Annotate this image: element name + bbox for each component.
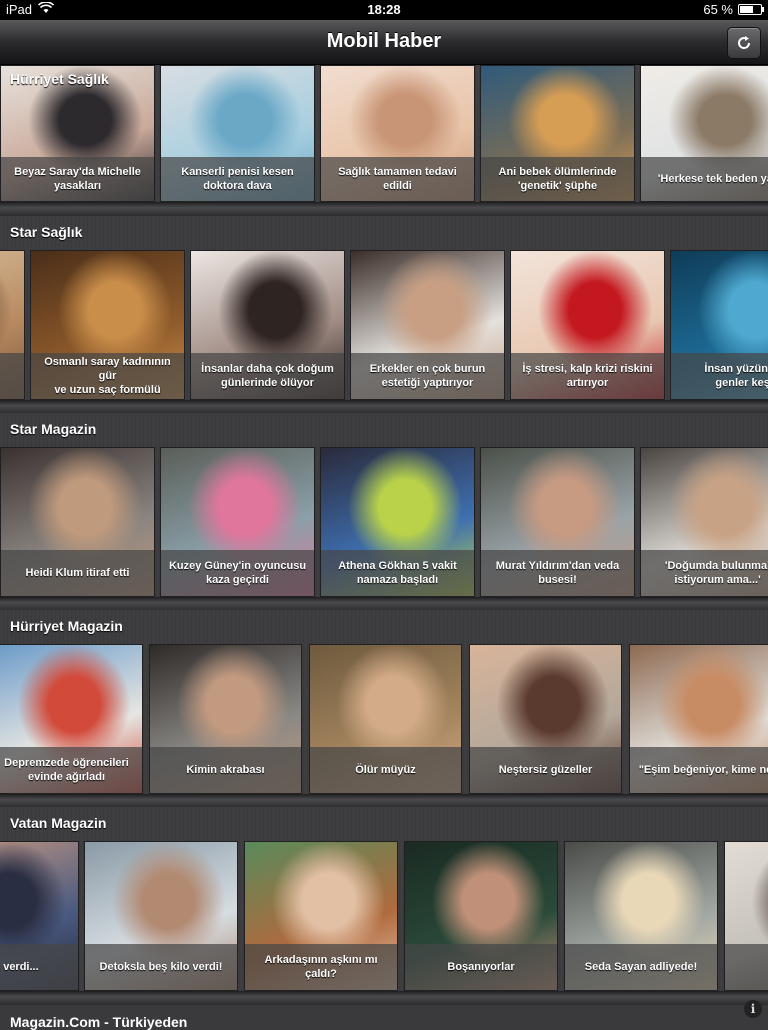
battery-icon: [738, 4, 764, 15]
news-headline: Beyaz Saray'da Michelle yasakları: [1, 157, 154, 201]
news-card[interactable]: Depremzede öğrencileri evinde ağırladı: [0, 644, 143, 794]
news-headline: Neştersiz güzeller: [470, 747, 621, 793]
news-card[interactable]: İş stresi, kalp krizi riskini artırıyor: [510, 250, 665, 400]
news-card[interactable]: 'Herkese tek beden yar: [640, 65, 768, 202]
news-card[interactable]: Murat Yıldırım'dan veda busesi!: [480, 447, 635, 597]
news-headline: Ani bebek ölümlerinde 'genetik' şüphe: [481, 157, 634, 201]
section-divider: [0, 202, 768, 216]
news-card[interactable]: Kanserli penisi kesen doktora dava: [160, 65, 315, 202]
section-title: Star Sağlık: [10, 224, 83, 240]
news-section: Vatan Magazin de poz verdi...Detoksla beş…: [0, 807, 768, 1004]
news-headline: Depremzede öğrencileri evinde ağırladı: [0, 747, 142, 793]
news-section: Star Magazin Heidi Klum itiraf etti Kuzey …: [0, 413, 768, 610]
news-card[interactable]: Beyaz Saray'da Michelle yasakları: [0, 65, 155, 202]
news-card[interactable]: Neştersiz güzeller: [469, 644, 622, 794]
news-card[interactable]: Kimin akrabası: [149, 644, 302, 794]
news-carousel[interactable]: de poz verdi...Detoksla beş kilo verdi!A…: [0, 841, 768, 991]
news-carousel[interactable]: Heidi Klum itiraf etti Kuzey Güney'in oyu…: [0, 447, 768, 597]
news-headline: Seda Sayan adliyede!: [565, 944, 717, 990]
refresh-icon: [738, 36, 751, 49]
news-card[interactable]: Osmanlı saray kadınının gür ve uzun saç …: [30, 250, 185, 400]
news-card[interactable]: tü!: [0, 250, 25, 400]
news-card[interactable]: Kuzey Güney'in oyuncusu kaza geçirdi: [160, 447, 315, 597]
news-card[interactable]: Boşanıyorlar: [404, 841, 558, 991]
section-divider: [0, 400, 768, 414]
device-label: iPad: [6, 2, 33, 17]
battery-percent: 65 %: [703, 2, 733, 17]
news-card[interactable]: Bebe: [724, 841, 768, 991]
news-card[interactable]: Seda Sayan adliyede!: [564, 841, 718, 991]
section-title-partial: Magazin.Com - Türkiyeden: [10, 1014, 188, 1030]
news-card[interactable]: "Eşim beğeniyor, kime ne: [629, 644, 768, 794]
refresh-button[interactable]: [727, 27, 761, 59]
news-section: Star Sağlık tü! Osmanlı saray kadınının gü…: [0, 216, 768, 413]
news-card[interactable]: İnsan yüzünü be genler keşfe: [670, 250, 768, 400]
news-card[interactable]: 'Doğumda bulunmal istiyorum ama...': [640, 447, 768, 597]
news-headline: Murat Yıldırım'dan veda busesi!: [481, 550, 634, 596]
news-headline: Kanserli penisi kesen doktora dava: [161, 157, 314, 201]
news-headline: Boşanıyorlar: [405, 944, 557, 990]
news-headline: 'Herkese tek beden yar: [641, 157, 768, 201]
news-card[interactable]: Detoksla beş kilo verdi!: [84, 841, 238, 991]
section-title: Star Magazin: [10, 421, 97, 437]
section-title: Hürriyet Sağlık: [10, 71, 109, 87]
news-card[interactable]: de poz verdi...: [0, 841, 79, 991]
news-headline: "Eşim beğeniyor, kime ne: [630, 747, 768, 793]
news-headline: Bebe: [725, 944, 768, 990]
news-card[interactable]: Athena Gökhan 5 vakit namaza başladı: [320, 447, 475, 597]
status-time: 18:28: [367, 2, 401, 17]
news-headline: Detoksla beş kilo verdi!: [85, 944, 237, 990]
news-headline: Arkadaşının aşkını mı çaldı?: [245, 944, 397, 990]
news-headline: Sağlık tamamen tedavi edildi: [321, 157, 474, 201]
status-bar: iPad 18:28 65 %: [0, 0, 768, 20]
news-headline: 'Doğumda bulunmal istiyorum ama...': [641, 550, 768, 596]
news-headline: Heidi Klum itiraf etti: [1, 550, 154, 596]
news-headline: İş stresi, kalp krizi riskini artırıyor: [511, 353, 664, 399]
news-section: Hürriyet Magazin Depremzede öğrencileri e…: [0, 610, 768, 807]
app-title: Mobil Haber: [326, 30, 442, 52]
news-headline: de poz verdi...: [0, 944, 78, 990]
news-card[interactable]: Erkekler en çok burun estetiği yaptırıyo…: [350, 250, 505, 400]
navigation-bar: Mobil Haber: [0, 20, 768, 65]
section-divider: [0, 794, 768, 808]
news-headline: tü!: [0, 353, 24, 399]
news-headline: İnsanlar daha çok doğum günlerinde ölüyo…: [191, 353, 344, 399]
info-icon[interactable]: i: [744, 1000, 762, 1018]
news-headline: Kuzey Güney'in oyuncusu kaza geçirdi: [161, 550, 314, 596]
section-title: Vatan Magazin: [10, 815, 107, 831]
news-card[interactable]: İnsanlar daha çok doğum günlerinde ölüyo…: [190, 250, 345, 400]
section-divider: [0, 597, 768, 611]
news-carousel[interactable]: tü! Osmanlı saray kadınının gür ve uzun s…: [0, 250, 768, 400]
news-card[interactable]: Sağlık tamamen tedavi edildi: [320, 65, 475, 202]
battery-fill: [740, 6, 753, 13]
news-card[interactable]: Arkadaşının aşkını mı çaldı?: [244, 841, 398, 991]
section-title: Hürriyet Magazin: [10, 618, 123, 634]
news-headline: Osmanlı saray kadınının gür ve uzun saç …: [31, 353, 184, 399]
news-carousel[interactable]: Beyaz Saray'da Michelle yasakları Kanserl…: [0, 65, 768, 202]
news-card[interactable]: Ölür müyüz: [309, 644, 462, 794]
news-card[interactable]: Heidi Klum itiraf etti: [0, 447, 155, 597]
wifi-icon: [37, 1, 55, 17]
news-headline: Erkekler en çok burun estetiği yaptırıyo…: [351, 353, 504, 399]
news-headline: Kimin akrabası: [150, 747, 301, 793]
news-headline: Athena Gökhan 5 vakit namaza başladı: [321, 550, 474, 596]
news-headline: Ölür müyüz: [310, 747, 461, 793]
news-carousel[interactable]: Depremzede öğrencileri evinde ağırladı Ki…: [0, 644, 768, 794]
news-headline: İnsan yüzünü be genler keşfe: [671, 353, 768, 399]
section-divider: [0, 991, 768, 1005]
news-card[interactable]: Ani bebek ölümlerinde 'genetik' şüphe: [480, 65, 635, 202]
